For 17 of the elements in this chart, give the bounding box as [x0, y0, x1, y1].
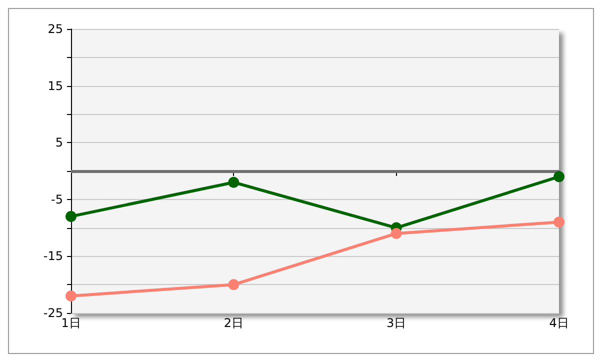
point: [66, 290, 76, 302]
point: [228, 176, 240, 188]
point: [228, 279, 240, 290]
y-tick-label: -15: [43, 249, 63, 264]
point: [554, 216, 564, 228]
y-tick-label: -5: [51, 192, 63, 206]
y-tick-label: -25: [43, 306, 63, 320]
x-tick-label: 4日: [549, 316, 569, 330]
point: [554, 171, 564, 182]
point: [66, 210, 76, 222]
x-tick-label: 1日: [61, 316, 81, 330]
y-tick-label: 15: [48, 78, 63, 93]
x-tick-label: 3日: [386, 316, 406, 330]
y-tick-label: 25: [48, 22, 63, 36]
x-tick-label: 2日: [224, 316, 244, 330]
y-tick-label: 5: [55, 136, 63, 150]
point: [390, 228, 402, 239]
